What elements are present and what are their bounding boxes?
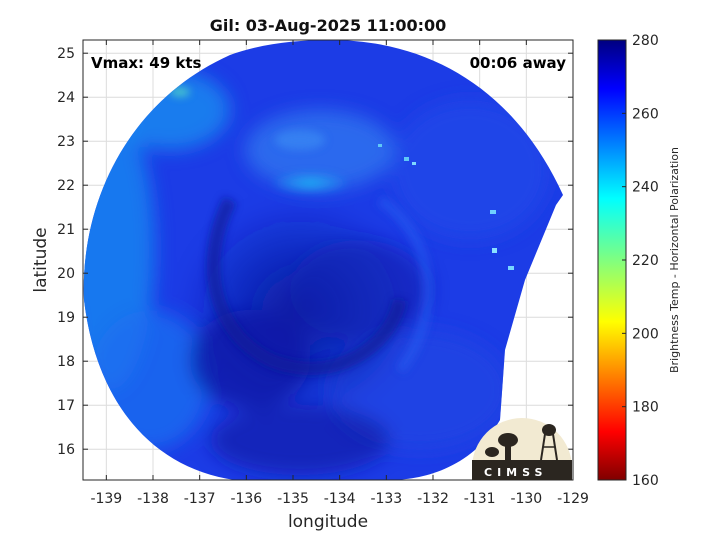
logo-dish — [498, 433, 518, 447]
southern-warm-band — [210, 405, 390, 475]
fleck-4 — [492, 248, 497, 253]
heatmap-field — [83, 40, 563, 480]
cold-cloud-spot-2 — [275, 130, 325, 150]
x-tick-label: -132 — [417, 491, 449, 507]
x-tick-label: -134 — [324, 491, 356, 507]
warm-inner-band — [190, 310, 310, 410]
northern-spiral-band — [245, 110, 395, 190]
colorbar-tick-label: 160 — [632, 473, 659, 489]
x-axis-label: longitude — [288, 512, 368, 532]
x-tick-label: -135 — [277, 491, 309, 507]
y-tick-label: 17 — [57, 398, 75, 414]
cold-cloud-spot — [270, 171, 350, 195]
time-offset-label: 00:06 away — [470, 54, 567, 72]
y-tick-label: 25 — [57, 46, 75, 62]
y-tick-label: 22 — [57, 178, 75, 194]
colorbar-tick-label: 180 — [632, 400, 659, 416]
y-tick-label: 24 — [57, 90, 75, 106]
chart-title: Gil: 03-Aug-2025 11:00:00 — [210, 16, 447, 35]
colorbar-tick-label: 220 — [632, 253, 659, 269]
logo-band — [472, 460, 572, 480]
colorbar-tick-label: 260 — [632, 106, 659, 122]
edge-flecks — [378, 144, 514, 270]
colorbar-gradient — [597, 39, 627, 481]
y-tick-label: 16 — [57, 442, 75, 458]
colorbar: 160 180 200 220 240 260 280 Brightness Temp - … — [597, 33, 681, 489]
fleck-1 — [404, 157, 409, 161]
fleck-3 — [490, 210, 496, 214]
y-tick-label: 18 — [57, 354, 75, 370]
y-tick-label: 23 — [57, 134, 75, 150]
colorbar-tick-label: 280 — [632, 33, 659, 49]
y-tick-label: 21 — [57, 222, 75, 238]
x-tick-label: -131 — [464, 491, 496, 507]
x-tick-label: -129 — [557, 491, 589, 507]
logo-dish-stand — [505, 444, 511, 460]
x-tick-label: -138 — [137, 491, 169, 507]
axis-ticks: -139 -138 -137 -136 -135 -134 -133 -132 -131 -130… — [57, 39, 589, 507]
logo-text: CIMSS — [484, 466, 547, 479]
vmax-label: Vmax: 49 kts — [91, 54, 201, 72]
x-tick-label: -133 — [370, 491, 402, 507]
fleck-6 — [378, 144, 382, 147]
northeast-band — [390, 100, 550, 240]
logo-dome — [485, 447, 499, 457]
y-tick-label: 19 — [57, 310, 75, 326]
colorbar-tick-label: 200 — [632, 326, 659, 342]
x-tick-label: -130 — [510, 491, 542, 507]
x-tick-label: -136 — [230, 491, 262, 507]
fleck-2 — [412, 162, 416, 165]
spiral-arm-2 — [377, 195, 433, 374]
y-axis-label: latitude — [31, 227, 51, 292]
colorbar-ticks: 160 180 200 220 240 260 280 — [622, 33, 659, 489]
warm-eastern-band — [290, 240, 430, 340]
colorbar-label: Brightness Temp - Horizontal Polarizatio… — [668, 147, 681, 373]
fleck-5 — [508, 266, 514, 270]
x-tick-label: -139 — [90, 491, 122, 507]
green-fleck — [170, 87, 190, 97]
x-tick-label: -137 — [184, 491, 216, 507]
y-tick-label: 20 — [57, 266, 75, 282]
spiral-arm — [206, 196, 407, 376]
colorbar-tick-label: 240 — [632, 180, 659, 196]
axes-frame — [82, 39, 574, 481]
cimss-logo: CIMSS — [472, 418, 572, 480]
logo-tower-tank — [542, 424, 556, 436]
